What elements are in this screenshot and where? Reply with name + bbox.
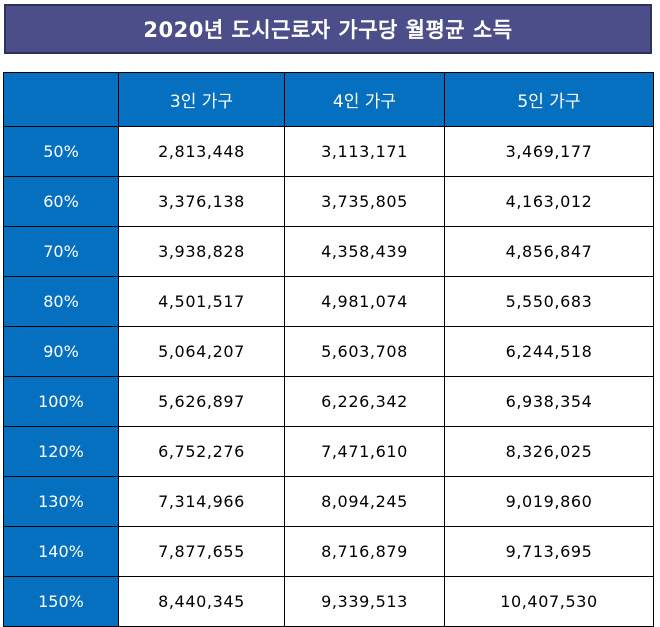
table-row: 80% 4,501,517 4,981,074 5,550,683 [3,276,654,327]
table-row: 70% 3,938,828 4,358,439 4,856,847 [3,226,654,277]
table-row: 150% 8,440,345 9,339,513 10,407,530 [3,576,654,627]
column-header-3-person: 3인 가구 [118,72,285,127]
table-cell: 4,981,074 [284,276,445,327]
row-label: 90% [3,326,119,377]
corner-cell [3,72,119,127]
row-label: 140% [3,526,119,577]
page-title: 2020년 도시근로자 가구당 월평균 소득 [4,4,652,54]
table-row: 60% 3,376,138 3,735,805 4,163,012 [3,176,654,227]
table-cell: 3,938,828 [118,226,285,277]
table-cell: 7,877,655 [118,526,285,577]
table-cell: 10,407,530 [444,576,654,627]
table-row: 100% 5,626,897 6,226,342 6,938,354 [3,376,654,427]
row-label: 120% [3,426,119,477]
row-label: 150% [3,576,119,627]
table-cell: 8,716,879 [284,526,445,577]
table-cell: 4,163,012 [444,176,654,227]
table-cell: 6,938,354 [444,376,654,427]
table-cell: 3,469,177 [444,126,654,177]
column-header-4-person: 4인 가구 [284,72,445,127]
row-label: 100% [3,376,119,427]
table-row: 120% 6,752,276 7,471,610 8,326,025 [3,426,654,477]
table-cell: 5,550,683 [444,276,654,327]
table-cell: 9,713,695 [444,526,654,577]
table-cell: 6,244,518 [444,326,654,377]
row-label: 50% [3,126,119,177]
table-row: 50% 2,813,448 3,113,171 3,469,177 [3,126,654,177]
table-cell: 4,501,517 [118,276,285,327]
column-header-5-person: 5인 가구 [444,72,654,127]
table-cell: 7,471,610 [284,426,445,477]
table-cell: 3,376,138 [118,176,285,227]
row-label: 80% [3,276,119,327]
table-cell: 4,358,439 [284,226,445,277]
income-table: 3인 가구 4인 가구 5인 가구 50% 2,813,448 3,113,17… [3,72,654,627]
table-cell: 5,626,897 [118,376,285,427]
row-label: 70% [3,226,119,277]
table-cell: 8,094,245 [284,476,445,527]
table-cell: 5,064,207 [118,326,285,377]
table-cell: 9,339,513 [284,576,445,627]
table-cell: 8,440,345 [118,576,285,627]
table-row: 130% 7,314,966 8,094,245 9,019,860 [3,476,654,527]
table-cell: 3,735,805 [284,176,445,227]
table-row: 140% 7,877,655 8,716,879 9,713,695 [3,526,654,577]
header-row: 3인 가구 4인 가구 5인 가구 [3,72,654,127]
table-cell: 3,113,171 [284,126,445,177]
row-label: 130% [3,476,119,527]
table-cell: 6,752,276 [118,426,285,477]
table-cell: 9,019,860 [444,476,654,527]
table-cell: 4,856,847 [444,226,654,277]
table-cell: 5,603,708 [284,326,445,377]
table-cell: 8,326,025 [444,426,654,477]
table-cell: 2,813,448 [118,126,285,177]
table-cell: 6,226,342 [284,376,445,427]
table-cell: 7,314,966 [118,476,285,527]
table-row: 90% 5,064,207 5,603,708 6,244,518 [3,326,654,377]
row-label: 60% [3,176,119,227]
